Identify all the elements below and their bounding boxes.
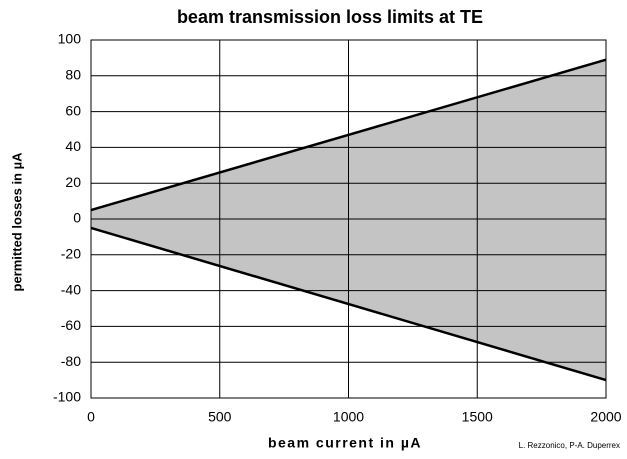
y-tick-label: 100	[58, 31, 82, 47]
line	[90, 226, 607, 382]
y-tick-label: 80	[65, 67, 81, 83]
y-tick-label: -40	[61, 281, 81, 297]
y-tick-label: 0	[73, 210, 81, 226]
x-tick-label: 0	[87, 409, 95, 425]
y-tick-label: -60	[61, 317, 81, 333]
x-axis-label: beam current in µA	[268, 435, 422, 451]
y-tick-label: 40	[65, 138, 81, 154]
x-tick-label: 500	[208, 409, 232, 425]
chart-title: beam transmission loss limits at TE	[177, 7, 483, 27]
y-tick-label: 60	[65, 102, 81, 118]
x-tick-label: 1500	[462, 409, 493, 425]
y-tick-label: -20	[61, 246, 81, 262]
x-tick-label: 2000	[590, 409, 621, 425]
y-axis-label: permitted losses in µA	[9, 152, 24, 292]
plot-frame	[90, 39, 607, 399]
x-tick-label: 1000	[333, 409, 364, 425]
line	[90, 58, 607, 212]
y-tick-label: 20	[65, 174, 81, 190]
y-tick-label: -100	[53, 389, 81, 405]
credit: L. Rezzonico, P-A. Duperrex	[519, 441, 620, 450]
y-tick-label: -80	[61, 353, 81, 369]
